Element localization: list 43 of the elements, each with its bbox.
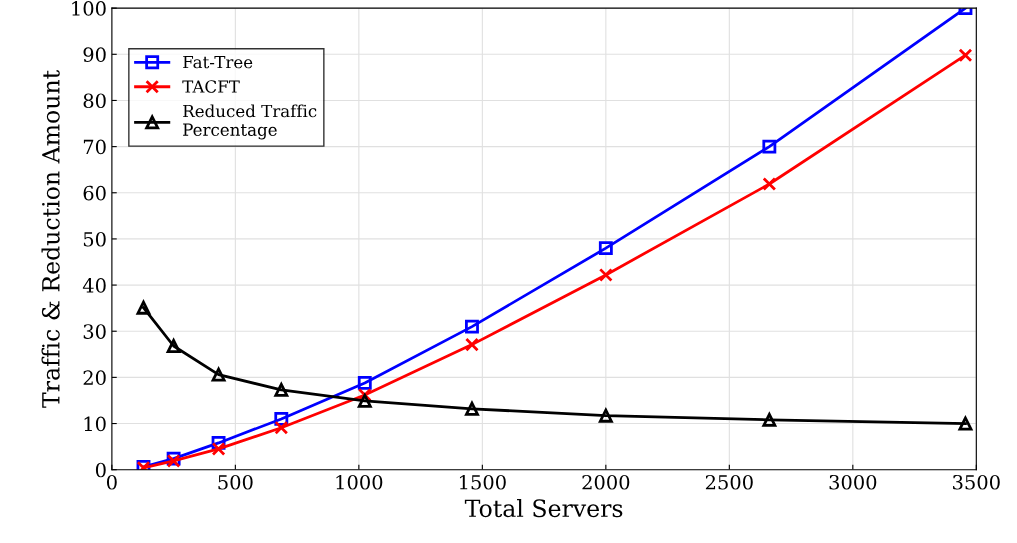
point	[211, 441, 226, 456]
y-tick-label: 30	[83, 324, 106, 339]
legend-label: TACFT	[182, 80, 240, 93]
point	[166, 339, 181, 353]
x-tick-label: 2000	[582, 474, 630, 490]
point	[136, 300, 151, 315]
point	[274, 420, 289, 435]
x-tick-label: 2500	[705, 474, 753, 490]
x-tick-label: 1000	[336, 474, 383, 490]
x-tick-label: 3500	[953, 474, 1000, 490]
point	[958, 48, 973, 63]
x-tick-label: 3000	[829, 474, 877, 490]
y-tick-label: 70	[83, 139, 106, 155]
point	[211, 367, 226, 382]
point	[762, 412, 777, 427]
y-tick-label: 40	[82, 278, 106, 293]
legend-label: Reduced Traffic Percentage	[183, 104, 317, 140]
y-tick-label: 60	[83, 185, 106, 201]
point	[274, 382, 289, 397]
x-axis-title: Total Servers	[464, 498, 623, 518]
y-tick-label: 10	[84, 416, 106, 432]
point	[762, 177, 777, 191]
x-tick-label: 500	[218, 474, 253, 490]
x-tick-label: 1500	[459, 474, 506, 490]
legend-label: Fat-Tree	[183, 55, 253, 69]
point	[357, 375, 372, 390]
point	[598, 408, 613, 423]
point	[465, 319, 479, 334]
y-tick-label: 80	[83, 93, 106, 109]
y-axis-title: Traffic & Reduction Amount	[41, 70, 60, 408]
x-tick-label: 0	[106, 474, 117, 490]
y-tick-label: 20	[83, 370, 106, 386]
y-tick-label: 100	[72, 1, 106, 16]
y-tick-label: 0	[95, 462, 106, 478]
point	[598, 267, 613, 282]
point	[598, 241, 613, 256]
point	[357, 393, 372, 408]
point	[958, 416, 973, 431]
point	[465, 401, 479, 416]
y-tick-label: 50	[83, 231, 106, 247]
point	[762, 139, 777, 154]
y-tick-label: 90	[83, 47, 106, 62]
point	[465, 337, 479, 352]
